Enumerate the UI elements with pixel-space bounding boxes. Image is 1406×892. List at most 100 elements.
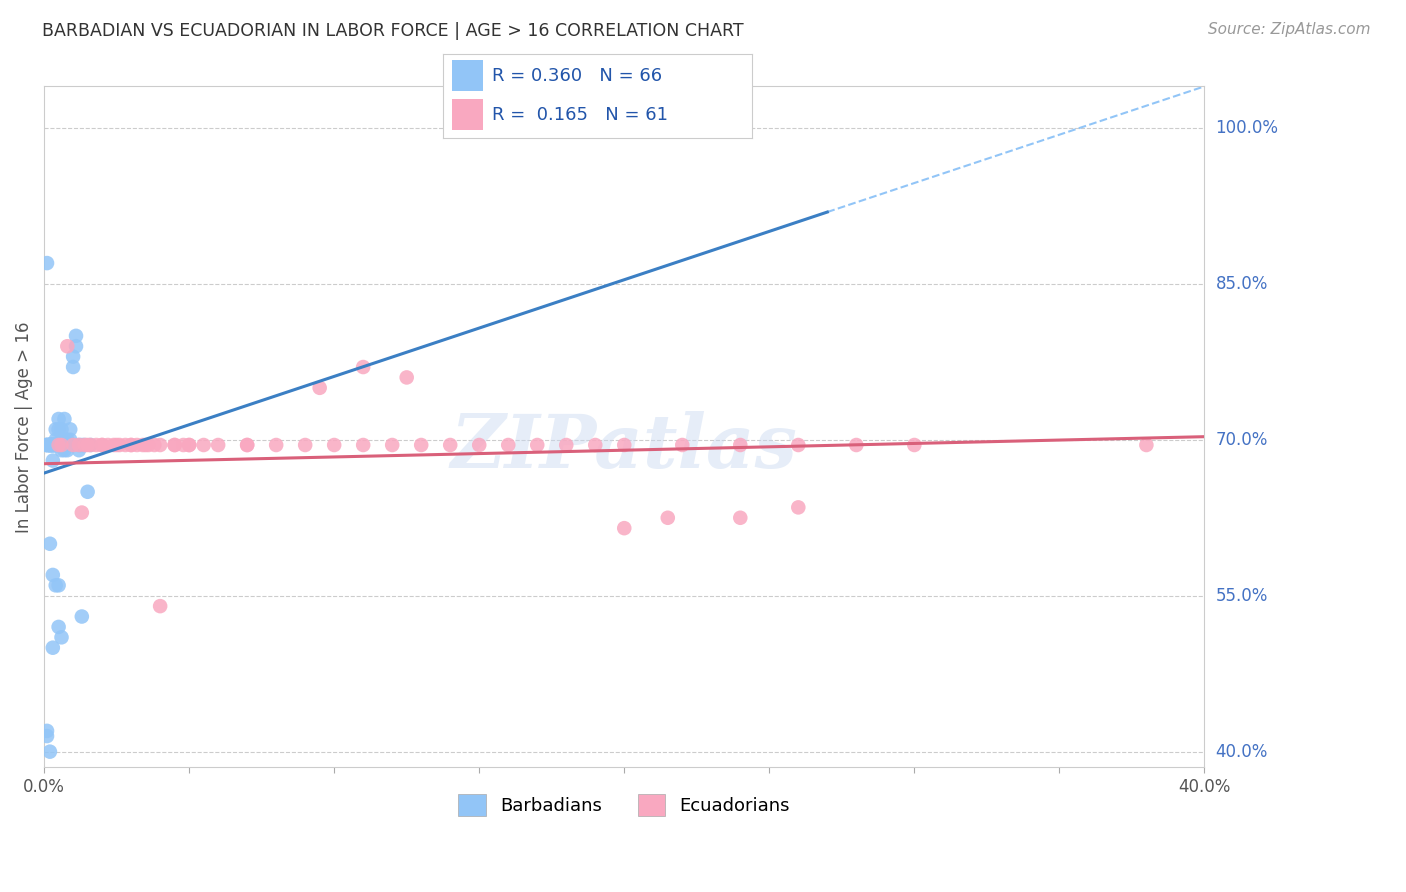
- Point: [352, 359, 374, 374]
- Point: [207, 438, 229, 452]
- Point: [70, 506, 93, 520]
- Point: [120, 438, 142, 452]
- FancyBboxPatch shape: [453, 61, 484, 91]
- Point: [67, 438, 90, 452]
- Point: [48, 438, 70, 452]
- Point: [555, 438, 578, 452]
- Point: [56, 339, 79, 353]
- Point: [67, 443, 90, 458]
- Point: [138, 438, 160, 452]
- Point: [65, 339, 87, 353]
- FancyBboxPatch shape: [453, 99, 484, 130]
- Point: [91, 438, 114, 452]
- Point: [42, 438, 65, 452]
- Point: [51, 630, 73, 644]
- Point: [79, 438, 101, 452]
- Text: R =  0.165   N = 61: R = 0.165 N = 61: [492, 105, 668, 123]
- Point: [62, 350, 84, 364]
- Point: [48, 578, 70, 592]
- Text: 85.0%: 85.0%: [1216, 275, 1268, 293]
- Point: [42, 453, 65, 467]
- Point: [135, 438, 157, 452]
- Point: [149, 438, 172, 452]
- Point: [583, 438, 606, 452]
- Point: [42, 640, 65, 655]
- Point: [48, 422, 70, 436]
- Point: [76, 438, 98, 452]
- Point: [45, 438, 67, 452]
- Point: [38, 438, 60, 452]
- Point: [120, 438, 142, 452]
- Point: [35, 256, 58, 270]
- Point: [56, 438, 79, 452]
- Point: [76, 484, 98, 499]
- Point: [1135, 438, 1157, 452]
- Point: [45, 438, 67, 452]
- Point: [730, 438, 752, 452]
- Point: [163, 438, 186, 452]
- Point: [352, 438, 374, 452]
- Point: [59, 433, 82, 447]
- Point: [845, 438, 868, 452]
- Point: [132, 438, 155, 452]
- Point: [53, 438, 76, 452]
- Point: [62, 438, 84, 452]
- Point: [439, 438, 461, 452]
- Point: [35, 438, 58, 452]
- Point: [179, 438, 201, 452]
- Point: [468, 438, 491, 452]
- Point: [45, 433, 67, 447]
- Point: [45, 578, 67, 592]
- Point: [496, 438, 519, 452]
- Point: [38, 537, 60, 551]
- Point: [56, 443, 79, 458]
- Point: [395, 370, 418, 384]
- Point: [163, 438, 186, 452]
- Point: [35, 723, 58, 738]
- Point: [53, 412, 76, 426]
- Text: 40.0%: 40.0%: [1216, 743, 1268, 761]
- Point: [53, 438, 76, 452]
- Point: [42, 438, 65, 452]
- Point: [51, 438, 73, 452]
- Point: [35, 438, 58, 452]
- Point: [108, 438, 131, 452]
- Point: [411, 438, 433, 452]
- Point: [103, 438, 125, 452]
- Text: R = 0.360   N = 66: R = 0.360 N = 66: [492, 67, 662, 85]
- Point: [903, 438, 925, 452]
- Point: [149, 599, 172, 614]
- Point: [526, 438, 548, 452]
- Point: [38, 438, 60, 452]
- Point: [97, 438, 120, 452]
- Point: [308, 381, 330, 395]
- Point: [42, 438, 65, 452]
- Point: [125, 438, 148, 452]
- Text: 100.0%: 100.0%: [1216, 119, 1278, 137]
- Point: [42, 438, 65, 452]
- Point: [48, 620, 70, 634]
- Point: [86, 438, 108, 452]
- Point: [48, 412, 70, 426]
- Point: [730, 510, 752, 524]
- Point: [35, 438, 58, 452]
- Point: [294, 438, 316, 452]
- Point: [236, 438, 259, 452]
- Point: [105, 438, 128, 452]
- Point: [70, 438, 93, 452]
- Point: [73, 438, 96, 452]
- Point: [323, 438, 346, 452]
- Point: [56, 433, 79, 447]
- Point: [73, 438, 96, 452]
- Point: [51, 438, 73, 452]
- Text: Source: ZipAtlas.com: Source: ZipAtlas.com: [1208, 22, 1371, 37]
- Point: [67, 438, 90, 452]
- Text: BARBADIAN VS ECUADORIAN IN LABOR FORCE | AGE > 16 CORRELATION CHART: BARBADIAN VS ECUADORIAN IN LABOR FORCE |…: [42, 22, 744, 40]
- Point: [79, 438, 101, 452]
- Point: [38, 438, 60, 452]
- Point: [179, 438, 201, 452]
- Point: [42, 438, 65, 452]
- Point: [381, 438, 404, 452]
- Point: [53, 438, 76, 452]
- Point: [264, 438, 287, 452]
